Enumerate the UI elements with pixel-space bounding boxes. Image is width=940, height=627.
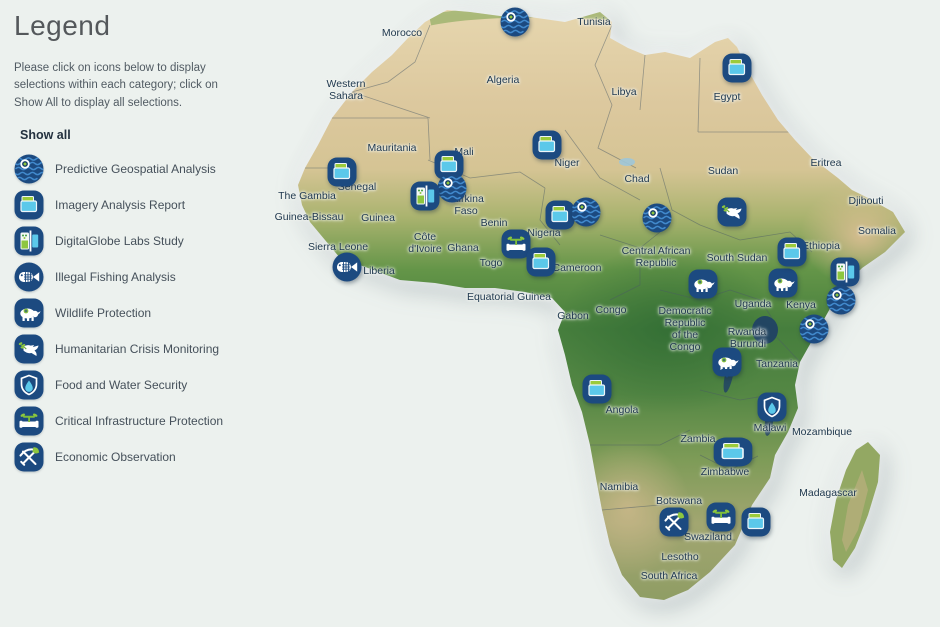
pipeline-sprout-icon (706, 502, 736, 532)
pipeline-sprout-icon (14, 406, 44, 436)
map-marker-wildlife-protection[interactable] (688, 269, 718, 299)
imagery-report-icon (327, 157, 357, 187)
map-marker-imagery-analysis-report[interactable] (741, 507, 771, 537)
geospatial-pattern-icon (500, 7, 530, 37)
map-marker-wildlife-protection[interactable] (768, 268, 798, 298)
map-marker-food-and-water-security[interactable] (757, 392, 787, 422)
map-marker-predictive-geospatial-analysis[interactable] (826, 285, 856, 315)
map-marker-predictive-geospatial-analysis[interactable] (799, 314, 829, 344)
legend-item-illegal-fishing-analysis[interactable]: Illegal Fishing Analysis (14, 259, 246, 295)
geospatial-pattern-icon (437, 173, 467, 203)
legend-item-label: Imagery Analysis Report (55, 197, 186, 212)
imagery-report-icon (741, 507, 771, 537)
show-all-button[interactable]: Show all (20, 127, 71, 142)
dove-olive-branch-icon (14, 334, 44, 364)
map-marker-imagery-analysis-report[interactable] (582, 374, 612, 404)
pickaxe-shovel-icon (14, 442, 44, 472)
map-marker-imagery-analysis-report[interactable] (722, 53, 752, 83)
imagery-report-icon (777, 237, 807, 267)
legend-item-label: Wildlife Protection (55, 305, 152, 320)
legend-item-food-and-water-security[interactable]: Food and Water Security (14, 367, 246, 403)
map-marker-imagery-analysis-report[interactable] (532, 130, 562, 160)
imagery-report-icon (582, 374, 612, 404)
legend-item-label: Illegal Fishing Analysis (55, 269, 176, 284)
geospatial-pattern-icon (826, 285, 856, 315)
map-marker-digitalglobe-labs-study[interactable] (410, 181, 440, 211)
imagery-report-icon (526, 247, 556, 277)
labs-study-icon (410, 181, 440, 211)
map-marker-illegal-fishing-analysis[interactable] (332, 252, 362, 282)
map-marker-imagery-analysis-report[interactable] (327, 157, 357, 187)
legend-item-predictive-geospatial-analysis[interactable]: Predictive Geospatial Analysis (14, 151, 246, 187)
rhino-icon (768, 268, 798, 298)
geospatial-pattern-icon (799, 314, 829, 344)
map-marker-humanitarian-crisis-monitoring[interactable] (717, 197, 747, 227)
legend-item-label: DigitalGlobe Labs Study (55, 233, 184, 248)
imagery-report-icon (722, 53, 752, 83)
gridded-fish-icon (14, 262, 44, 292)
marker-pin-tail (721, 369, 733, 384)
map-marker-predictive-geospatial-analysis[interactable] (437, 173, 467, 203)
map-marker-imagery-analysis-report[interactable] (777, 237, 807, 267)
legend-item-critical-infrastructure-protection[interactable]: Critical Infrastructure Protection (14, 403, 246, 439)
legend-instructions: Please click on icons below to display s… (14, 62, 218, 109)
pickaxe-shovel-icon (659, 507, 689, 537)
legend-item-label: Economic Observation (55, 449, 176, 464)
legend-item-label: Food and Water Security (55, 377, 188, 392)
rhino-icon (688, 269, 718, 299)
legend-item-humanitarian-crisis-monitoring[interactable]: Humanitarian Crisis Monitoring (14, 331, 246, 367)
legend-items: Predictive Geospatial Analysis Imagery A… (14, 151, 246, 475)
legend-item-digitalglobe-labs-study[interactable]: DigitalGlobe Labs Study (14, 223, 246, 259)
gridded-fish-icon (332, 252, 362, 282)
map-marker-digitalglobe-labs-study[interactable] (830, 257, 860, 287)
legend-item-label: Critical Infrastructure Protection (55, 413, 224, 428)
geospatial-pattern-icon (571, 197, 601, 227)
map-marker-imagery-analysis-report[interactable] (713, 437, 753, 467)
legend-item-economic-observation[interactable]: Economic Observation (14, 439, 246, 475)
geospatial-pattern-icon (642, 203, 672, 233)
labs-study-icon (14, 226, 44, 256)
map-marker-critical-infrastructure-protection[interactable] (706, 502, 736, 532)
legend-item-imagery-analysis-report[interactable]: Imagery Analysis Report (14, 187, 246, 223)
map-marker-economic-observation[interactable] (659, 507, 689, 537)
imagery-report-icon (14, 190, 44, 220)
map-marker-predictive-geospatial-analysis[interactable] (571, 197, 601, 227)
dove-olive-branch-icon (717, 197, 747, 227)
rhino-icon (14, 298, 44, 328)
map-marker-predictive-geospatial-analysis[interactable] (642, 203, 672, 233)
imagery-report-icon (532, 130, 562, 160)
map-marker-wildlife-protection[interactable] (712, 347, 742, 378)
labs-study-icon (830, 257, 860, 287)
legend-item-label: Humanitarian Crisis Monitoring (55, 341, 220, 356)
map-marker-imagery-analysis-report[interactable] (526, 247, 556, 277)
legend-item-label: Predictive Geospatial Analysis (55, 161, 216, 176)
water-drop-shield-icon (757, 392, 787, 422)
water-drop-shield-icon (14, 370, 44, 400)
imagery-report-icon (713, 437, 753, 467)
map-marker-predictive-geospatial-analysis[interactable] (500, 7, 530, 37)
geospatial-pattern-icon (14, 154, 44, 184)
legend-title: Legend (14, 10, 111, 41)
legend-panel: Legend Please click on icons below to di… (14, 6, 246, 475)
legend-item-wildlife-protection[interactable]: Wildlife Protection (14, 295, 246, 331)
